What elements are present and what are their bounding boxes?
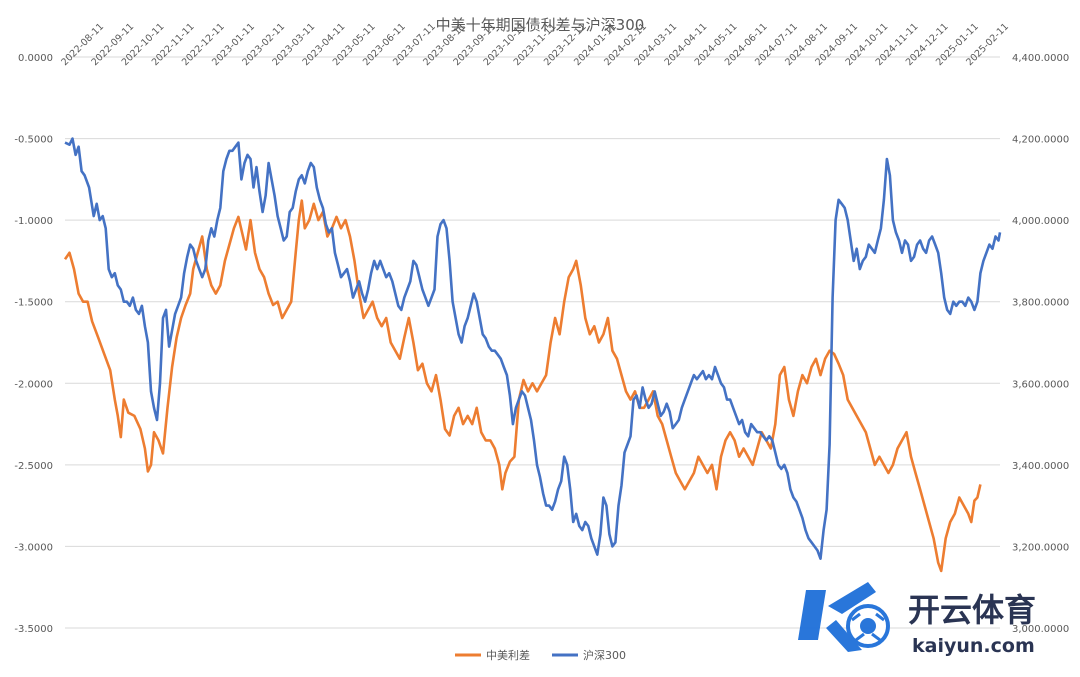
right-tick-label: 3,800.0000 [1012,298,1069,309]
chart-title: 中美十年期国债利差与沪深300 [436,16,645,34]
left-tick-label: -0.5000 [14,135,53,146]
k-logo-icon [798,582,890,652]
right-tick-label: 4,000.0000 [1012,216,1069,227]
left-tick-label: -2.0000 [14,379,53,390]
right-tick-label: 3,000.0000 [1012,624,1069,635]
right-tick-label: 3,600.0000 [1012,379,1069,390]
series-layer [63,137,1002,573]
right-axis-ticks: 4,400.0000 4,200.0000 4,000.0000 3,800.0000… [1012,53,1069,635]
gridlines [65,56,1000,629]
left-tick-label: -2.5000 [14,461,53,472]
right-tick-label: 4,400.0000 [1012,53,1069,64]
left-tick-label: -3.5000 [14,624,53,635]
left-axis-ticks: 0.0000 -0.5000 -1.0000 -1.5000 -2.0000 -2.500… [14,53,53,635]
watermark-brand-en: kaiyun.com [912,635,1035,657]
watermark-brand-cn: 开云体育 [908,591,1036,629]
legend: 中美利差 沪深300 [455,648,626,662]
left-tick-label: -3.0000 [14,542,53,553]
left-tick-label: -1.0000 [14,216,53,227]
series-line-1 [64,137,1002,560]
legend-label: 中美利差 [486,648,530,662]
watermark-logo: 开云体育 kaiyun.com [798,582,1036,657]
legend-label: 沪深300 [583,648,626,662]
right-tick-label: 3,400.0000 [1012,461,1069,472]
right-tick-label: 3,200.0000 [1012,542,1069,553]
left-tick-label: 0.0000 [18,53,53,64]
left-tick-label: -1.5000 [14,298,53,309]
right-tick-label: 4,200.0000 [1012,135,1069,146]
